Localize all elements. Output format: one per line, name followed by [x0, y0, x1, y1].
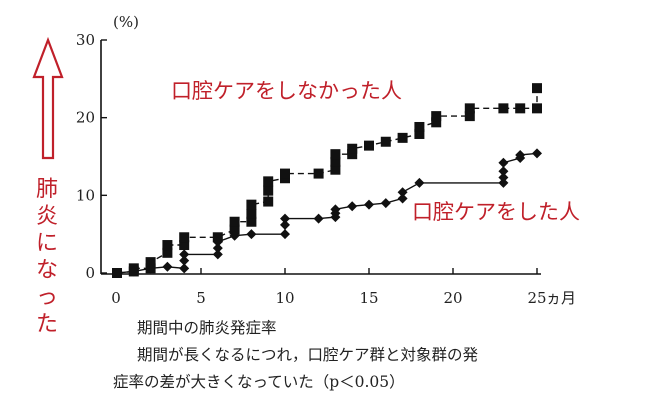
data-point-square — [414, 128, 425, 139]
data-point-diamond — [498, 166, 509, 177]
data-point-diamond — [397, 193, 408, 204]
data-point-square — [498, 103, 509, 114]
data-point-square — [532, 103, 542, 114]
data-point-square — [397, 132, 408, 143]
data-point-diamond — [212, 243, 223, 254]
side-label-char: に — [35, 231, 58, 256]
y-ticks: 0 10 20 30 — [76, 31, 107, 282]
data-point-square — [532, 83, 542, 94]
data-point-diamond — [313, 213, 324, 224]
data-point-diamond — [179, 263, 190, 274]
data-point-square — [179, 232, 190, 243]
x-tick-label: 20 — [443, 289, 462, 307]
data-point-square — [162, 240, 173, 251]
data-point-square — [145, 257, 156, 268]
data-point-square — [330, 156, 341, 167]
data-point-square — [246, 216, 257, 227]
y-unit-label: (%) — [113, 13, 139, 31]
series-no-oral-care — [112, 83, 542, 278]
side-label-char: っ — [35, 285, 58, 310]
data-point-square — [280, 168, 290, 179]
data-point-square — [229, 224, 240, 235]
data-point-diamond — [498, 157, 509, 168]
y-tick-label: 0 — [85, 264, 95, 282]
data-point-diamond — [397, 187, 408, 198]
up-arrow-icon — [32, 36, 64, 160]
data-point-diamond — [364, 199, 374, 210]
data-point-diamond — [280, 213, 290, 224]
data-point-diamond — [212, 236, 223, 247]
data-point-diamond — [179, 249, 190, 260]
data-point-diamond — [112, 268, 122, 278]
data-point-diamond — [246, 229, 257, 240]
data-point-diamond — [532, 148, 542, 159]
data-point-square — [431, 117, 442, 128]
side-label-char: た — [35, 312, 58, 337]
y-tick-label: 30 — [76, 31, 95, 49]
data-point-diamond — [414, 177, 425, 188]
data-point-square — [464, 103, 475, 114]
x-tick-label: 25 — [527, 289, 546, 307]
data-point-square — [330, 149, 341, 160]
x-ticks: 0 5 10 15 20 25 — [111, 268, 547, 307]
annotation-care: 口腔ケアをした人 — [412, 200, 580, 224]
data-point-square — [263, 185, 274, 196]
data-point-square — [414, 121, 425, 132]
data-point-diamond — [330, 204, 341, 215]
data-point-diamond — [380, 198, 391, 209]
data-point-diamond — [498, 172, 509, 183]
data-point-square — [246, 208, 257, 219]
caption-line-3: 症率の差が大きくなっていた（p＜0.05） — [113, 373, 405, 391]
data-point-diamond — [179, 255, 190, 266]
side-label-char: 炎 — [35, 204, 58, 229]
x-tick-label: 10 — [275, 289, 294, 307]
data-point-square — [347, 143, 358, 154]
side-label: 肺炎になった — [34, 176, 60, 338]
annotation-no-care: 口腔ケアをしなかった人 — [171, 79, 402, 103]
data-point-diamond — [212, 249, 223, 260]
data-point-square — [380, 136, 391, 147]
x-tick-label: 5 — [196, 289, 206, 307]
data-point-diamond — [229, 230, 240, 241]
data-point-square — [431, 111, 442, 122]
data-point-diamond — [162, 261, 173, 272]
data-point-square — [162, 247, 173, 258]
side-label-char: 肺 — [35, 177, 58, 202]
data-point-square — [263, 176, 274, 187]
y-tick-label: 10 — [76, 186, 95, 204]
caption-title: 期間中の肺炎発症率 — [137, 319, 277, 337]
side-label-char: な — [35, 258, 58, 283]
data-point-diamond — [128, 266, 139, 277]
x-tick-label: 0 — [111, 289, 121, 307]
data-point-diamond — [280, 219, 290, 230]
x-unit-label: ヵ月 — [546, 289, 576, 307]
data-point-square — [330, 164, 341, 175]
data-point-square — [515, 103, 526, 114]
data-point-diamond — [515, 149, 526, 160]
data-point-diamond — [347, 201, 358, 212]
data-point-square — [464, 111, 475, 122]
data-point-square — [347, 149, 358, 160]
y-tick-label: 20 — [76, 109, 95, 127]
data-point-square — [364, 140, 374, 151]
data-point-diamond — [280, 229, 290, 240]
data-point-square — [179, 240, 190, 251]
data-point-square — [313, 168, 324, 179]
data-point-square — [263, 196, 274, 207]
caption-line-2: 期間が長くなるにつれ，口腔ケア群と対象群の発 — [137, 346, 479, 364]
x-tick-label: 15 — [359, 289, 378, 307]
data-point-square — [229, 216, 240, 227]
data-point-square — [246, 199, 257, 210]
data-point-diamond — [145, 263, 156, 274]
series-oral-care — [112, 148, 542, 278]
data-point-diamond — [498, 177, 509, 188]
